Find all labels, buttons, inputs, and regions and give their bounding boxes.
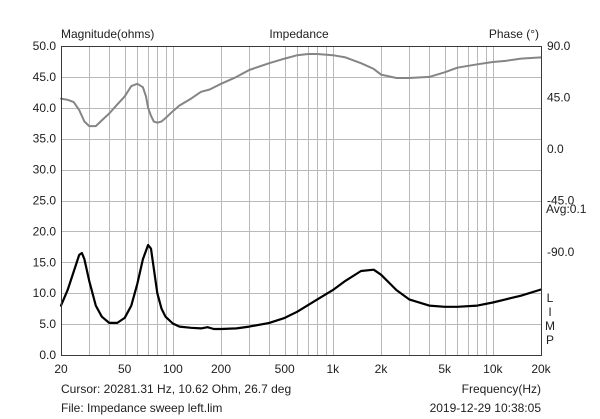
y-tick-label-left: 35.0: [33, 132, 57, 146]
avg-label: Avg:0.1: [546, 202, 587, 216]
magnitude-series-line: [59, 243, 543, 331]
y-tick-label-left: 15.0: [33, 255, 57, 269]
x-tick-label: 2k: [375, 362, 389, 376]
x-tick-label: 500: [275, 362, 295, 376]
y-tick-label-left: 45.0: [33, 70, 57, 84]
legend-letter: I: [548, 305, 551, 319]
y-tick-label-left: 30.0: [33, 163, 57, 177]
y-tick-label-left: 5.0: [39, 317, 56, 331]
x-tick-label: 5k: [438, 362, 452, 376]
x-tick-label: 20: [54, 362, 68, 376]
x-tick-label: 20k: [531, 362, 551, 376]
y-tick-label-right: 90.0: [547, 39, 571, 53]
file-name: File: Impedance sweep left.lim: [61, 401, 222, 415]
y-tick-label-left: 10.0: [33, 286, 57, 300]
chart-title: Impedance: [269, 27, 329, 41]
x-tick-label: 100: [163, 362, 183, 376]
cursor-readout: Cursor: 20281.31 Hz, 10.62 Ohm, 26.7 deg: [61, 382, 291, 396]
legend-letter: M: [545, 319, 555, 333]
y-tick-label-right: 45.0: [547, 91, 571, 105]
legend-letter: P: [546, 333, 554, 347]
legend-letter: L: [547, 291, 554, 305]
x-tick-label: 200: [211, 362, 231, 376]
tick-labels: 20 50 100 200 500 1k 2k 5k 10k 20k 0.0 5.0 10.0 15.0 2…: [33, 39, 575, 376]
series-layer: [59, 53, 543, 331]
y-axis-label-left: Magnitude(ohms): [61, 27, 154, 41]
x-tick-label: 10k: [483, 362, 503, 376]
y-tick-label-left: 20.0: [33, 224, 57, 238]
y-tick-label-left: 25.0: [33, 194, 57, 208]
y-tick-label-right: -45.0: [547, 194, 575, 208]
y-tick-label-left: 50.0: [33, 39, 57, 53]
y-axis-label-right: Phase (°): [489, 27, 539, 41]
plot-frame: [61, 46, 542, 356]
y-tick-label-left: 40.0: [33, 101, 57, 115]
phase-series-line: [60, 53, 542, 128]
y-tick-label-left: 0.0: [39, 348, 56, 362]
grid-lines: [61, 46, 541, 355]
x-tick-label: 50: [118, 362, 132, 376]
x-axis-label: Frequency(Hz): [462, 382, 541, 396]
x-tick-label: 1k: [326, 362, 340, 376]
y-tick-label-right: -90.0: [547, 245, 575, 259]
date-time: 2019-12-29 10:38:05: [430, 401, 542, 415]
y-tick-label-right: 0.0: [547, 142, 564, 156]
